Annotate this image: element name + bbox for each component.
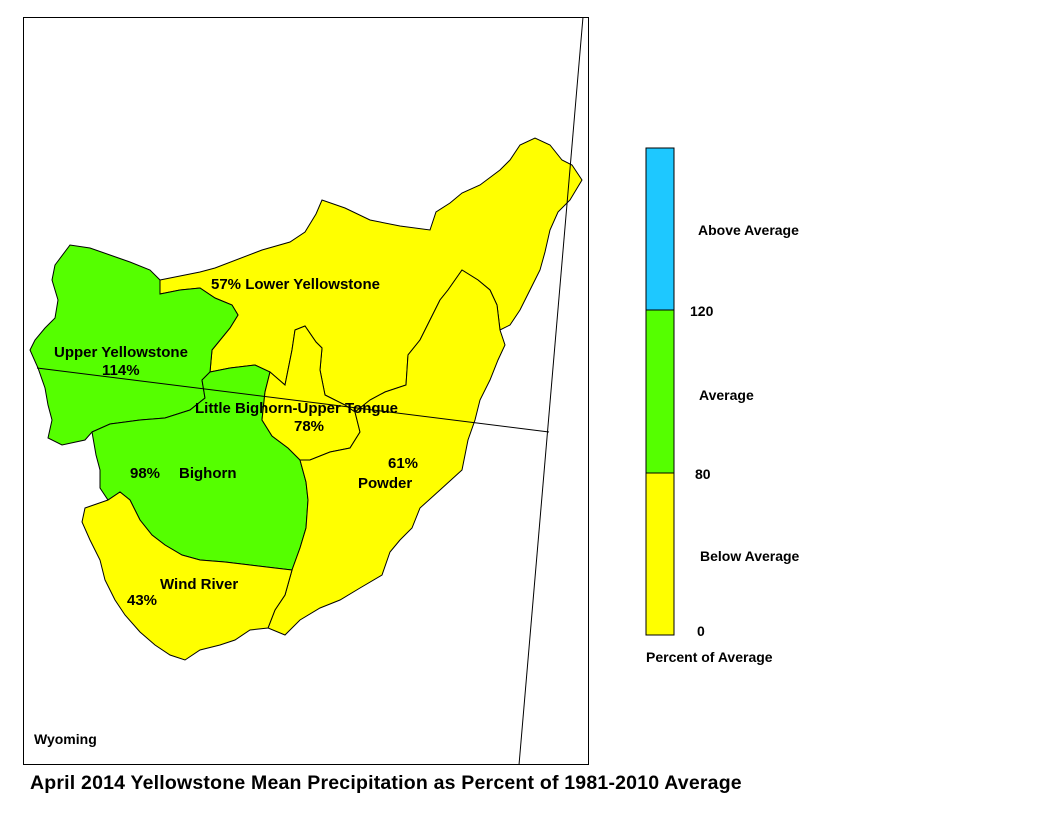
label-wind-river-name: Wind River <box>160 576 238 593</box>
label-bighorn-name: Bighorn <box>179 465 237 482</box>
legend-unit-label: Percent of Average <box>646 649 773 665</box>
legend-swatch-above-average <box>645 147 675 311</box>
label-upper-yellowstone-pct: 114% <box>102 362 140 379</box>
label-lower-yellowstone: 57% Lower Yellowstone <box>211 276 380 293</box>
legend-swatch-below-average <box>645 472 675 636</box>
map-title: April 2014 Yellowstone Mean Precipitatio… <box>30 772 742 794</box>
label-powder-pct: 61% <box>388 455 418 472</box>
label-upper-yellowstone-name: Upper Yellowstone <box>54 344 188 361</box>
legend-label-below-average: Below Average <box>700 548 800 564</box>
legend-break-80: 80 <box>695 466 711 482</box>
label-wind-river-pct: 43% <box>127 592 157 609</box>
label-little-bighorn-upper-tongue-name: Little Bighorn-Upper Tongue <box>195 400 398 417</box>
state-boundary-east <box>518 16 584 766</box>
state-boundary-north <box>36 367 550 433</box>
legend: Above Average 120 Average 80 Below Avera… <box>645 147 800 665</box>
basin-powder[interactable] <box>267 269 506 636</box>
legend-label-average: Average <box>699 387 754 403</box>
basin-wind-river[interactable] <box>81 491 293 661</box>
label-bighorn-pct: 98% <box>130 465 160 482</box>
label-little-bighorn-upper-tongue-pct: 78% <box>294 418 324 435</box>
legend-label-above-average: Above Average <box>698 222 799 238</box>
legend-swatch-average <box>645 309 675 474</box>
state-label: Wyoming <box>34 731 97 747</box>
legend-break-0: 0 <box>697 623 705 639</box>
label-powder-name: Powder <box>358 475 412 492</box>
legend-break-120: 120 <box>690 303 714 319</box>
